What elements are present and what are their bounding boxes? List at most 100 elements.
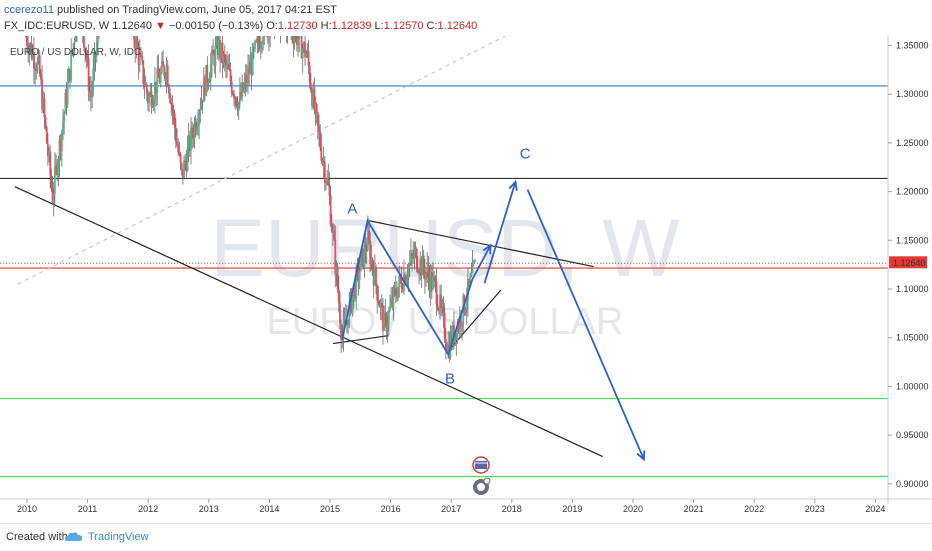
symbol-label[interactable]: FX_IDC:EURUSD, W [4, 20, 110, 32]
candle-body [406, 277, 409, 280]
candle-body [235, 97, 238, 106]
svg-text:1.12640: 1.12640 [893, 258, 926, 268]
x-tick-label: 2016 [381, 504, 401, 514]
candle-body [335, 266, 338, 274]
candle-body [269, 36, 272, 37]
tradingview-brand[interactable]: TradingView [88, 531, 149, 543]
candle-body [472, 262, 475, 264]
candle-body [422, 255, 425, 270]
projection-arrowhead-1 [636, 450, 646, 462]
candle-body [29, 43, 32, 48]
candle-body [458, 315, 461, 330]
candle-body [60, 130, 63, 152]
candle-body [419, 259, 422, 273]
candle-body [200, 99, 203, 109]
author-link[interactable]: ccerezo11 [4, 4, 54, 16]
x-tick-label: 2020 [623, 504, 643, 514]
candle-body [428, 277, 431, 292]
candle-body [73, 41, 76, 44]
candle-body [218, 40, 220, 55]
candle-body [42, 98, 45, 110]
candle-body [400, 279, 403, 289]
candlestick-series [24, 36, 476, 363]
candle-body [394, 288, 397, 296]
candle-body [52, 193, 55, 203]
candle-body [465, 302, 468, 310]
candle-body [382, 305, 384, 331]
candle-body [88, 90, 91, 92]
candle-body [243, 82, 246, 91]
candle-body [214, 45, 217, 66]
y-tick-label: 1.30000 [896, 89, 929, 99]
x-tick-label: 2013 [199, 504, 219, 514]
candle-body [86, 58, 89, 61]
candle-body [350, 291, 353, 312]
candle-body [413, 250, 416, 259]
candle-body [83, 36, 85, 48]
publication-line: ccerezo11 published on TradingView.com, … [4, 4, 337, 16]
candle-body [171, 103, 174, 111]
candle-body [471, 263, 474, 274]
price-axis[interactable]: 1.35000 1.30000 1.25000 1.20000 1.15000 1.100… [888, 41, 929, 523]
projection-arrowhead-0 [508, 179, 518, 191]
candle-body [474, 259, 476, 263]
candle-body [136, 38, 139, 48]
candle-body [442, 307, 445, 314]
candle-body [238, 92, 241, 103]
candle-body [301, 47, 304, 59]
candle-body [231, 93, 234, 95]
time-axis[interactable]: 2010 2011 2012 2013 2014 2015 2016 2017 2018 2019… [17, 499, 885, 514]
candle-body [357, 266, 360, 280]
candle-body [213, 54, 216, 66]
candle-body [295, 36, 298, 46]
candle-body [93, 51, 96, 68]
candle-body [158, 77, 161, 83]
candle-body [429, 272, 432, 292]
candle-body [152, 99, 155, 105]
candle-body [371, 258, 374, 270]
candle-body [179, 153, 182, 164]
x-tick-label: 2023 [805, 504, 825, 514]
candle-body [212, 49, 215, 55]
candle-body [333, 230, 336, 240]
candle-body [181, 169, 184, 178]
candle-body [434, 277, 437, 282]
candle-body [226, 63, 228, 66]
candle-body [252, 47, 255, 49]
candle-body [433, 276, 436, 278]
candle-body [190, 127, 192, 151]
candle-body [46, 143, 49, 156]
candle-body [225, 58, 227, 66]
wave-label-c: C [520, 145, 531, 162]
candle-body [308, 65, 311, 83]
candle-body [410, 253, 412, 263]
candle-body [147, 93, 149, 104]
candle-body [219, 40, 221, 59]
candle-body [230, 81, 233, 94]
candle-body [300, 36, 303, 59]
candle-body [321, 160, 324, 162]
candle-body [59, 139, 62, 152]
tradingview-cloud-icon[interactable] [64, 530, 84, 544]
candle-body [187, 135, 190, 148]
flag-calendar-icon[interactable] [472, 456, 490, 474]
candle-body [337, 289, 340, 304]
candle-body [393, 288, 396, 290]
candle-body [50, 175, 53, 188]
candle-body [27, 45, 30, 54]
candle-body [464, 309, 467, 313]
candle-body [430, 272, 433, 290]
y-tick-label: 1.25000 [896, 138, 929, 148]
candle-body [391, 299, 394, 307]
candle-body [241, 82, 244, 98]
candle-body [69, 68, 71, 81]
candle-body [454, 333, 457, 343]
candle-body [444, 338, 447, 347]
earnings-event-icon[interactable] [473, 477, 491, 495]
candle-body [370, 258, 373, 264]
price-chart[interactable]: EURUSD, W EURO / US DOLLAR ABC 1.350001.… [0, 36, 932, 522]
candle-body [165, 65, 168, 79]
candle-body [55, 164, 57, 167]
x-tick-label: 2015 [320, 504, 340, 514]
high-value: 1.12839 [331, 20, 372, 32]
